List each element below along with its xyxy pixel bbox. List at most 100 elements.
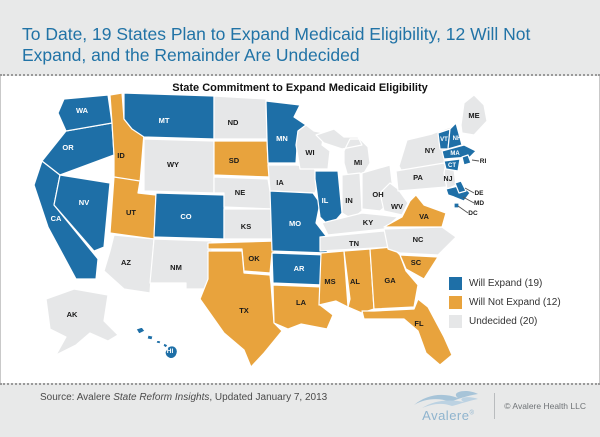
chart-title: State Commitment to Expand Medicaid Elig…	[172, 82, 428, 94]
state-label-TX: TX	[239, 306, 249, 315]
source-prefix: Source: Avalere	[40, 392, 114, 403]
state-label-AZ: AZ	[121, 258, 131, 267]
state-label-NH: NH	[453, 136, 462, 142]
legend-swatch-undecided	[449, 315, 462, 328]
logo-divider	[494, 393, 496, 419]
source-note: Source: Avalere State Reform Insights, U…	[40, 392, 327, 403]
us-map: WA OR CA NV ID MT WY UT CO AZ NM ND SD NE KS OK TX MN IA MO…	[18, 92, 548, 378]
state-label-CO: CO	[180, 212, 191, 221]
state-label-DE: DE	[474, 190, 484, 197]
slide-title: To Date, 19 States Plan to Expand Medica…	[22, 24, 531, 66]
state-label-SD: SD	[229, 156, 240, 165]
md-callout-line	[462, 196, 475, 204]
state-label-VT: VT	[440, 137, 448, 143]
state-WV	[379, 182, 409, 216]
state-label-KS: KS	[241, 222, 251, 231]
state-NM	[149, 238, 213, 290]
state-label-FL: FL	[414, 319, 424, 328]
avalere-logo-mark: Avalere®	[412, 389, 484, 423]
state-HI	[135, 326, 178, 360]
state-label-OK: OK	[248, 254, 260, 263]
state-SC	[399, 254, 439, 280]
state-label-NC: NC	[413, 235, 424, 244]
state-RI	[461, 154, 472, 166]
state-label-GA: GA	[384, 276, 396, 285]
state-label-MA: MA	[450, 151, 460, 157]
state-label-RI: RI	[480, 158, 487, 165]
state-VA	[383, 194, 447, 228]
avalere-logo: Avalere® © Avalere Health LLC	[412, 389, 586, 423]
state-label-MN: MN	[276, 134, 288, 143]
legend-row-not-expand: Will Not Expand (12)	[449, 296, 561, 309]
state-label-WA: WA	[76, 106, 89, 115]
state-label-NJ: NJ	[444, 176, 453, 183]
de-callout-line	[464, 187, 475, 194]
state-FL	[361, 298, 453, 366]
state-label-NY: NY	[425, 146, 435, 155]
state-DE	[454, 180, 467, 194]
state-label-CT: CT	[448, 163, 456, 169]
state-label-IA: IA	[276, 178, 284, 187]
state-DC	[453, 202, 460, 209]
state-label-MT: MT	[159, 116, 170, 125]
state-label-WV: WV	[391, 202, 403, 211]
state-label-PA: PA	[413, 173, 423, 182]
state-label-TN: TN	[349, 239, 359, 248]
legend-swatch-expand	[449, 277, 462, 290]
avalere-bird-icon	[414, 391, 479, 408]
state-label-ND: ND	[228, 118, 239, 127]
state-NV	[53, 174, 111, 252]
state-SD	[213, 140, 271, 178]
state-label-DC: DC	[468, 210, 478, 217]
slide-footer: Source: Avalere State Reform Insights, U…	[0, 383, 600, 437]
slide-header: To Date, 19 States Plan to Expand Medica…	[0, 0, 600, 76]
source-suffix: , Updated January 7, 2013	[209, 392, 328, 403]
state-ND	[213, 95, 268, 140]
state-label-AK: AK	[67, 310, 78, 319]
ri-callout-line	[471, 159, 480, 162]
state-WA	[57, 94, 113, 132]
state-label-SC: SC	[411, 258, 422, 267]
map-legend: Will Expand (19) Will Not Expand (12) Un…	[449, 277, 561, 334]
state-label-NE: NE	[235, 188, 245, 197]
legend-row-expand: Will Expand (19)	[449, 277, 561, 290]
state-ME	[460, 94, 488, 136]
source-italic: State Reform Insights	[113, 392, 210, 403]
state-label-MI: MI	[354, 158, 362, 167]
avalere-logo-text: Avalere®	[422, 408, 475, 423]
legend-label-undecided: Undecided (20)	[469, 316, 538, 327]
state-label-WY: WY	[167, 160, 179, 169]
legend-row-undecided: Undecided (20)	[449, 315, 561, 328]
state-ID	[109, 92, 145, 184]
state-label-NM: NM	[170, 263, 182, 272]
callout-lines	[457, 159, 480, 214]
state-label-OH: OH	[372, 190, 383, 199]
state-label-ID: ID	[117, 151, 125, 160]
state-KY	[321, 212, 399, 236]
state-label-AL: AL	[350, 277, 360, 286]
state-TX	[199, 250, 283, 368]
legend-label-not-expand: Will Not Expand (12)	[469, 297, 561, 308]
state-label-WI: WI	[305, 148, 314, 157]
state-OR	[41, 122, 115, 176]
state-label-MS: MS	[324, 277, 335, 286]
state-label-UT: UT	[126, 208, 136, 217]
legend-swatch-not-expand	[449, 296, 462, 309]
state-label-AR: AR	[294, 264, 305, 273]
us-map-svg: WA OR CA NV ID MT WY UT CO AZ NM ND SD NE KS OK TX MN IA MO…	[33, 92, 488, 368]
state-label-ME: ME	[468, 111, 479, 120]
dc-callout-line	[457, 205, 469, 214]
state-label-OR: OR	[62, 143, 74, 152]
state-label-NV: NV	[79, 198, 89, 207]
state-label-HI: HI	[167, 348, 174, 355]
state-label-KY: KY	[363, 218, 373, 227]
state-CT	[443, 158, 461, 172]
state-MO	[269, 190, 331, 254]
legend-label-expand: Will Expand (19)	[469, 278, 543, 289]
state-MS	[318, 250, 349, 308]
state-label-VA: VA	[419, 212, 429, 221]
copyright-text: © Avalere Health LLC	[504, 401, 586, 411]
state-label-MO: MO	[289, 219, 301, 228]
state-AK	[45, 288, 119, 356]
state-label-CA: CA	[51, 214, 62, 223]
